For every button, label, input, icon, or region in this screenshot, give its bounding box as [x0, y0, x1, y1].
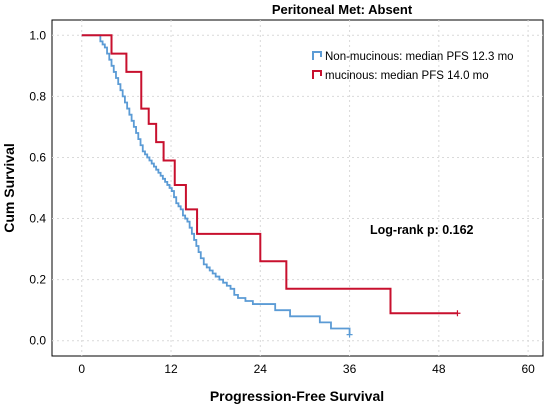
x-tick-label: 60: [521, 362, 535, 376]
legend-label-2: mucinous: median PFS 14.0 mo: [325, 70, 489, 82]
y-tick-label: 0.2: [29, 273, 46, 287]
legend: Non-mucinous: median PFS 12.3 mo mucinous…: [312, 51, 514, 82]
legend-swatch-1: [312, 51, 322, 60]
censor-mark-2: [454, 310, 461, 317]
x-tick-label: 24: [254, 362, 268, 376]
grid: [52, 20, 543, 356]
series-line-1: [81, 34, 351, 335]
chart-title: Peritoneal Met: Absent: [272, 2, 413, 17]
y-tick-label: 0.0: [29, 334, 46, 348]
y-axis-label: Cum Survival: [1, 143, 17, 232]
y-tick-label: 0.4: [29, 212, 46, 226]
x-tick-label: 12: [164, 362, 178, 376]
logrank-annotation: Log-rank p: 0.162: [370, 223, 474, 237]
legend-label-1: Non-mucinous: median PFS 12.3 mo: [325, 51, 514, 63]
x-tick-label: 0: [78, 362, 85, 376]
censor-mark-1: [346, 331, 353, 338]
plot-frame: [51, 19, 544, 357]
x-tick-label: 48: [432, 362, 446, 376]
x-axis-label: Progression-Free Survival: [210, 388, 384, 404]
x-tick-label: 36: [343, 362, 357, 376]
y-tick-label: 0.8: [29, 89, 46, 103]
y-tick-label: 0.6: [29, 150, 46, 164]
series-line-2: [81, 34, 458, 315]
series-layer: [81, 34, 461, 338]
axis-ticks: 0 12 24 36 48 60 0.0 0.2 0.4 0.6 0.8 1.0: [29, 28, 535, 376]
y-tick-label: 1.0: [29, 28, 46, 42]
legend-swatch-2: [312, 70, 322, 79]
